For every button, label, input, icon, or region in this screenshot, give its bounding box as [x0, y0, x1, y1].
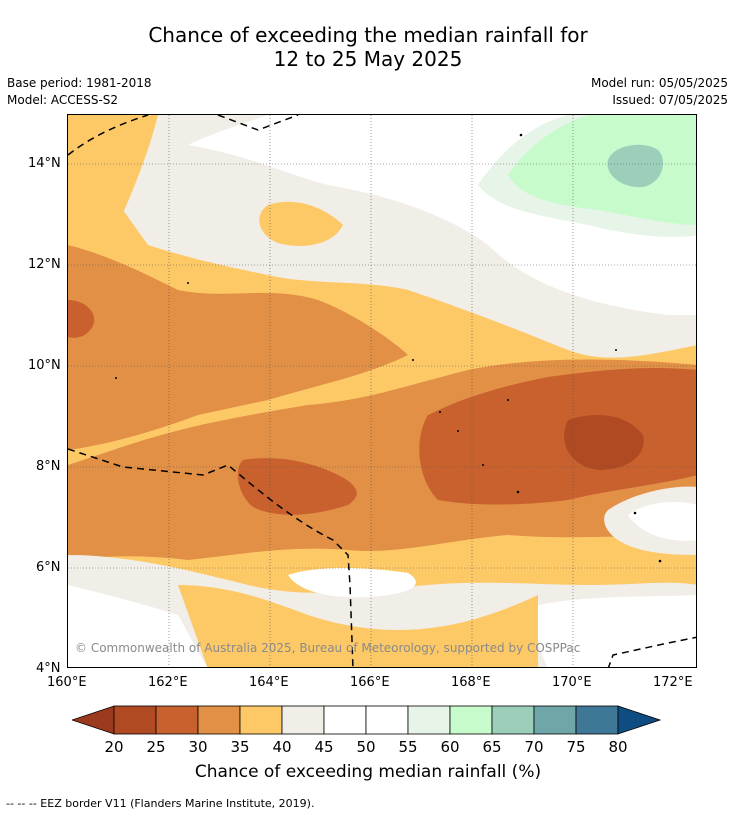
band-30-35-west — [68, 245, 408, 450]
band-65-70 — [607, 144, 663, 188]
lat-label-4n: 4°N — [36, 661, 61, 676]
band-35-40-west — [68, 115, 158, 255]
lat-label-12n: 12°N — [28, 257, 61, 272]
lon-label-164e: 164°E — [249, 675, 289, 690]
colorbar-tick-label: 50 — [356, 738, 376, 756]
colorbar-tick-label: 75 — [566, 738, 586, 756]
colorbar-swatch — [491, 705, 535, 735]
band-45-55-south-central — [288, 568, 416, 598]
colorbar-swatch — [113, 705, 157, 735]
colorbar — [72, 705, 662, 735]
colorbar-arrow-high — [617, 705, 662, 735]
colorbar-swatch — [449, 705, 493, 735]
model-name: Model: ACCESS-S2 — [7, 93, 119, 107]
colorbar-tick-label: 55 — [398, 738, 418, 756]
colorbar-swatch — [197, 705, 241, 735]
colorbar-swatch — [365, 705, 409, 735]
lat-label-8n: 8°N — [36, 459, 61, 474]
issued-date: Issued: 07/05/2025 — [612, 93, 728, 107]
band-45-55-south-east — [533, 595, 696, 667]
colorbar-arrow-low — [72, 705, 115, 735]
colorbar-tick-label: 40 — [272, 738, 292, 756]
colorbar-tick-label: 80 — [608, 738, 628, 756]
lat-label-6n: 6°N — [36, 560, 61, 575]
colorbar-tick-label: 60 — [440, 738, 460, 756]
band-25-30-west — [68, 300, 95, 338]
graticule — [68, 115, 696, 667]
band-35-40-south — [178, 585, 538, 667]
lon-label-170e: 170°E — [552, 675, 592, 690]
band-45-55-south-west — [68, 585, 207, 667]
band-35-40-patch — [259, 201, 343, 246]
eez-footnote: -- -- -- EEZ border V11 (Flanders Marine… — [6, 797, 315, 810]
band-25-30-central — [237, 458, 357, 515]
rainfall-map — [68, 115, 696, 667]
band-45-55-east-patch — [628, 502, 696, 541]
lon-label-160e: 160°E — [47, 675, 87, 690]
map-panel — [67, 114, 697, 668]
colorbar-tick-label: 70 — [524, 738, 544, 756]
base-period: Base period: 1981-2018 — [7, 76, 152, 90]
band-20-25 — [564, 415, 644, 470]
lon-label-162e: 162°E — [148, 675, 188, 690]
colorbar-swatch — [533, 705, 577, 735]
colorbar-tick-label: 65 — [482, 738, 502, 756]
title-line-1: Chance of exceeding the median rainfall … — [148, 23, 588, 47]
lon-label-168e: 168°E — [451, 675, 491, 690]
colorbar-swatch — [239, 705, 283, 735]
lon-label-166e: 166°E — [350, 675, 390, 690]
band-25-30-east — [419, 367, 696, 505]
eez-border — [68, 115, 696, 667]
copyright-notice: © Commonwealth of Australia 2025, Bureau… — [75, 641, 581, 655]
colorbar-tick-label: 25 — [146, 738, 166, 756]
model-run: Model run: 05/05/2025 — [590, 76, 728, 90]
islands — [115, 133, 662, 563]
colorbar-title: Chance of exceeding median rainfall (%) — [194, 762, 542, 782]
colorbar-tick-label: 45 — [314, 738, 334, 756]
colorbar-swatch — [281, 705, 325, 735]
colorbar-swatch — [323, 705, 367, 735]
colorbar-tick-label: 20 — [104, 738, 124, 756]
colorbar-swatch — [407, 705, 451, 735]
lon-label-172e: 172°E — [653, 675, 693, 690]
colorbar-tick-label: 30 — [188, 738, 208, 756]
band-60-65 — [508, 115, 696, 225]
lat-label-10n: 10°N — [28, 358, 61, 373]
lat-label-14n: 14°N — [28, 156, 61, 171]
colorbar-tick-label: 35 — [230, 738, 250, 756]
colorbar-swatch — [575, 705, 619, 735]
title-line-2: 12 to 25 May 2025 — [273, 47, 463, 71]
colorbar-swatch — [155, 705, 199, 735]
